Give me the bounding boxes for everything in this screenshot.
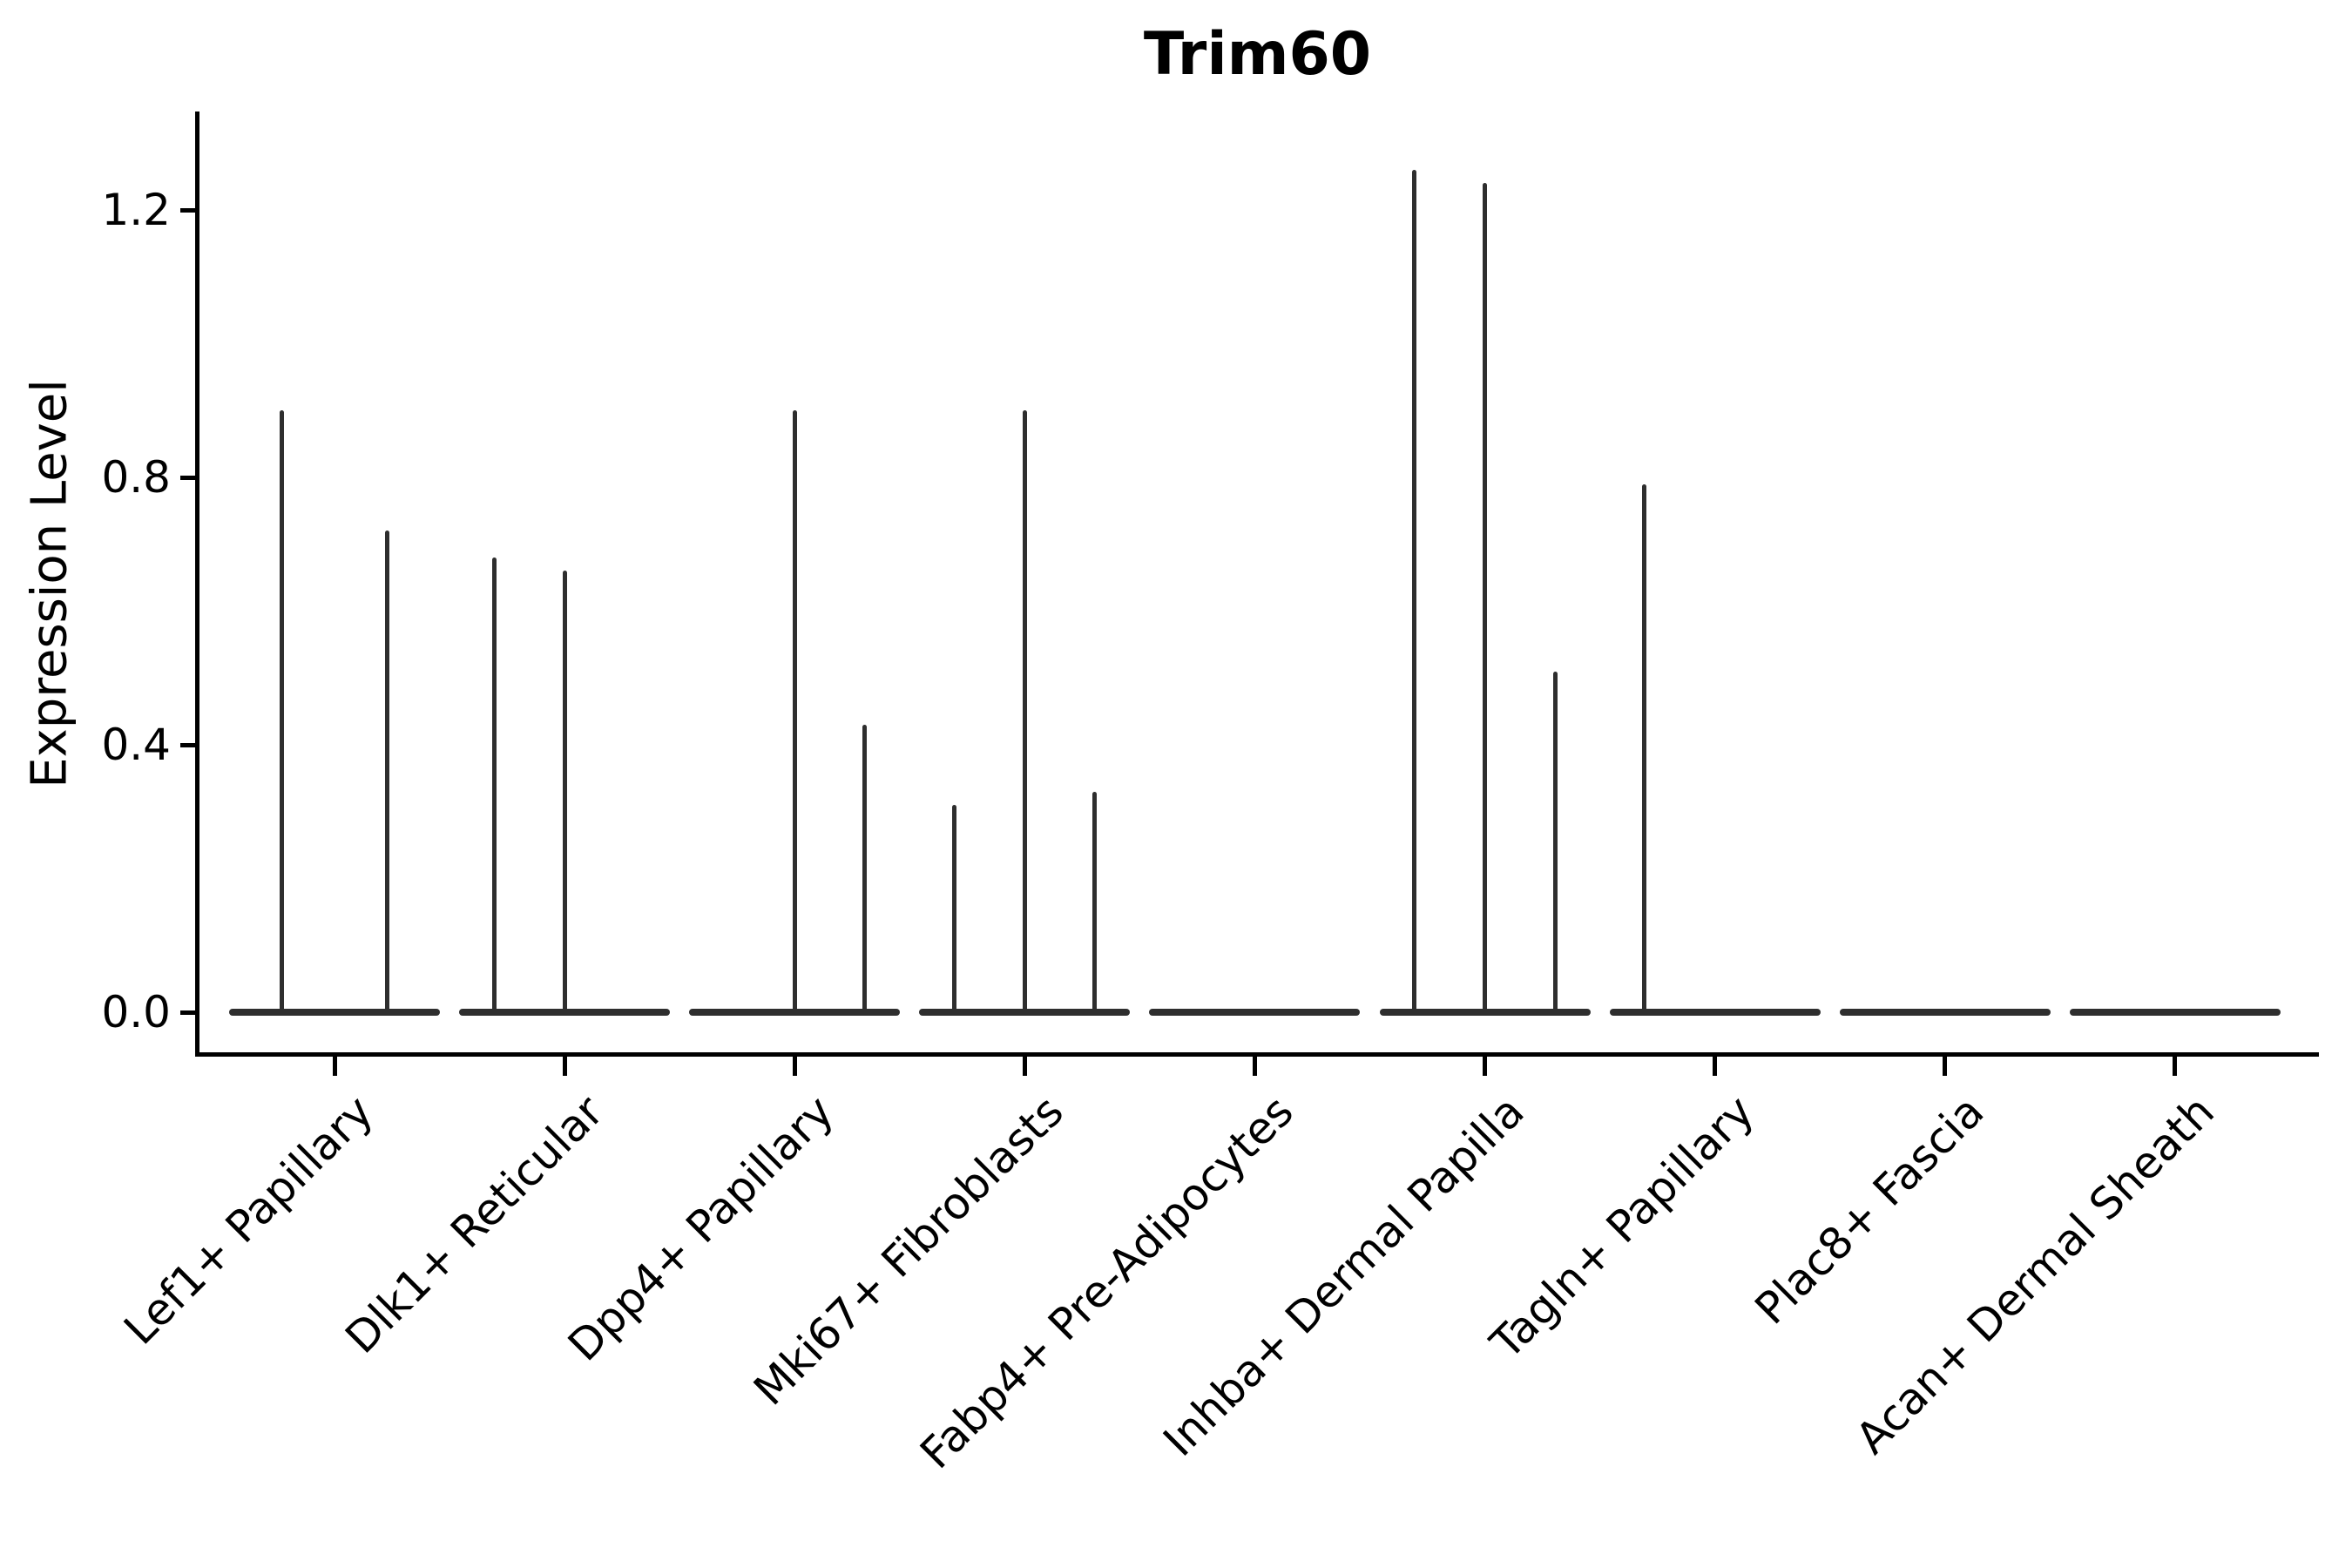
violin-spike	[1483, 183, 1487, 1012]
violin-baseline	[459, 1009, 671, 1016]
x-tick	[792, 1057, 797, 1076]
violin-spike	[862, 724, 868, 1012]
x-tick-label: Plac8+ Fascia	[1745, 1085, 1994, 1335]
violin-baseline	[1149, 1009, 1361, 1016]
violin-spike	[385, 531, 389, 1012]
violin-baseline	[689, 1009, 901, 1016]
x-tick	[1022, 1057, 1027, 1076]
y-tick	[180, 742, 198, 747]
violin-spike	[491, 558, 497, 1012]
violin-spike	[952, 805, 957, 1012]
y-tick-label: 1.2	[101, 185, 171, 235]
violin-spike	[1022, 410, 1027, 1012]
y-tick	[180, 1010, 198, 1015]
x-tick	[1483, 1057, 1487, 1076]
violin-baseline	[919, 1009, 1131, 1016]
y-tick-label: 0.0	[101, 987, 171, 1037]
violin-spike	[1412, 169, 1417, 1012]
x-tick	[1713, 1057, 1718, 1076]
violin-spike	[280, 410, 284, 1012]
violin-baseline	[1839, 1009, 2051, 1016]
violin-spike	[1092, 791, 1098, 1012]
x-axis-spine	[195, 1052, 2319, 1057]
violin-baseline	[1379, 1009, 1591, 1016]
x-tick-label: Lef1+ Papillary	[114, 1085, 383, 1355]
x-tick	[2173, 1057, 2178, 1076]
violin-spike	[562, 571, 567, 1012]
y-tick	[180, 475, 198, 480]
y-tick	[180, 207, 198, 213]
violin-baseline	[2069, 1009, 2281, 1016]
violin-baseline	[229, 1009, 440, 1016]
y-tick-label: 0.8	[101, 452, 171, 503]
violin-spike	[1642, 483, 1647, 1012]
violin-spike	[1552, 671, 1558, 1012]
chart-title: Trim60	[1143, 20, 1372, 89]
x-tick	[1943, 1057, 1948, 1076]
violin-spike	[792, 410, 797, 1012]
x-tick	[562, 1057, 567, 1076]
violin-baseline	[1609, 1009, 1821, 1016]
x-tick	[332, 1057, 337, 1076]
y-tick-label: 0.4	[101, 720, 171, 770]
x-tick-label: Fabp4+ Pre-Adipocytes	[910, 1085, 1304, 1479]
x-tick	[1252, 1057, 1257, 1076]
y-axis-spine	[195, 112, 199, 1057]
